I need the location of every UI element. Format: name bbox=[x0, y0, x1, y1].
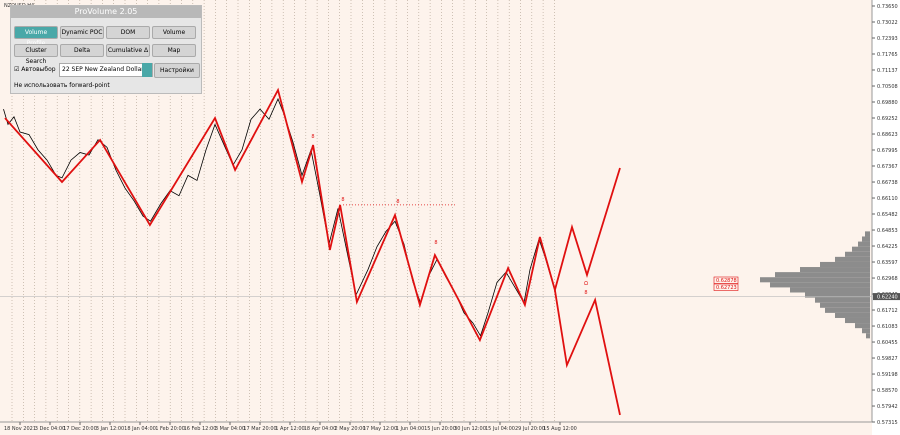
volume-bar bbox=[790, 287, 870, 293]
button[interactable]: Dynamic POC bbox=[60, 26, 104, 39]
select-arrow[interactable] bbox=[142, 63, 152, 77]
y-tick-label: 0.68623 bbox=[877, 132, 898, 138]
volume-bar bbox=[770, 282, 870, 288]
volume-bar bbox=[855, 323, 870, 329]
select[interactable]: 22 SEP New Zealand Dollar bbox=[59, 63, 153, 77]
x-tick-label: 3 Mar 04:00 bbox=[215, 426, 245, 432]
x-tick-label: 2 May 20:00 bbox=[334, 426, 365, 432]
y-tick-label: 0.59827 bbox=[877, 356, 898, 362]
y-tick-label: 0.69252 bbox=[877, 116, 898, 122]
provolume-panel: ProVolume 2.05 Volume Profile Dynamic PO… bbox=[10, 5, 202, 94]
y-tick-label: 0.67995 bbox=[877, 148, 898, 154]
x-tick-label: 1 Apr 12:00 bbox=[275, 426, 304, 432]
y-tick-label: 0.63597 bbox=[877, 260, 898, 266]
option-text: Не использовать forward-point bbox=[14, 82, 110, 89]
x-tick-label: 3 Jan 12:00 bbox=[96, 426, 124, 432]
y-tick-label: 0.73650 bbox=[877, 4, 898, 10]
button[interactable]: Cluster Search bbox=[14, 44, 58, 65]
volume-bar bbox=[845, 251, 870, 257]
x-tick-label: 16 Feb 12:00 bbox=[184, 426, 217, 432]
volume-bar bbox=[825, 307, 870, 313]
y-tick-label: 0.64225 bbox=[877, 244, 898, 250]
y-tick-label: 0.73022 bbox=[877, 20, 898, 26]
x-tick-label: 3 Dec 04:00 bbox=[35, 426, 65, 432]
y-tick-label: 0.72393 bbox=[877, 36, 898, 42]
button[interactable]: Volume Profile bbox=[14, 26, 58, 47]
annotation: 8 bbox=[341, 197, 344, 203]
x-tick-label: 30 Jun 12:00 bbox=[454, 426, 486, 432]
x-tick-label: 17 Dec 20:00 bbox=[63, 426, 97, 432]
button[interactable]: DOM bbox=[106, 26, 150, 39]
y-tick-label: 0.69880 bbox=[877, 100, 898, 106]
x-tick-label: 18 Nov 2021 bbox=[4, 426, 36, 432]
price-box bbox=[713, 276, 739, 284]
zigzag-line bbox=[554, 289, 621, 416]
volume-bar bbox=[865, 231, 870, 237]
volume-bar bbox=[845, 317, 870, 324]
volume-bar bbox=[852, 246, 870, 252]
price-box bbox=[713, 283, 739, 291]
volume-bar bbox=[820, 302, 870, 308]
y-tick-label: 0.64853 bbox=[877, 228, 898, 234]
annotation: Ω bbox=[584, 281, 588, 287]
checkbox-label: Автовыбор bbox=[21, 66, 56, 73]
volume-bar bbox=[820, 261, 870, 268]
volume-bar bbox=[760, 277, 870, 283]
annotation: 8 bbox=[311, 134, 314, 140]
x-tick-label: 17 May 12:00 bbox=[363, 426, 397, 432]
volume-bar bbox=[862, 328, 870, 334]
y-tick-label: 0.71137 bbox=[877, 68, 898, 74]
y-tick-label: 0.57315 bbox=[877, 420, 898, 426]
volume-bar bbox=[862, 236, 870, 242]
x-tick-label: 1 Feb 20:00 bbox=[155, 426, 185, 432]
x-tick-label: 15 Jun 20:00 bbox=[424, 426, 456, 432]
y-tick-label: 0.66110 bbox=[877, 196, 898, 202]
x-tick-label: 17 Mar 20:00 bbox=[243, 426, 276, 432]
volume-bar bbox=[835, 256, 870, 262]
volume-bar bbox=[775, 272, 870, 278]
y-tick-label: 0.62968 bbox=[877, 276, 898, 282]
volume-bar bbox=[800, 267, 870, 273]
button[interactable]: Настройки bbox=[154, 63, 200, 78]
y-tick-label: 0.70508 bbox=[877, 84, 898, 90]
y-tick-label: 0.66738 bbox=[877, 180, 898, 186]
y-tick-label: 0.60455 bbox=[877, 340, 898, 346]
annotation: 8 bbox=[396, 199, 399, 205]
y-tick-label: 0.67367 bbox=[877, 164, 898, 170]
button[interactable]: Map bbox=[152, 44, 196, 57]
volume-bar bbox=[858, 241, 870, 247]
axis-bg bbox=[872, 0, 900, 435]
y-tick-label: 0.61083 bbox=[877, 324, 898, 330]
y-tick-label: 0.65482 bbox=[877, 212, 898, 218]
checkbox[interactable]: ☑ Автовыбор bbox=[14, 66, 56, 73]
panel-title: ProVolume 2.05 bbox=[11, 6, 201, 18]
y-tick-label: 0.57942 bbox=[877, 404, 898, 410]
x-tick-label: 15 Aug 12:00 bbox=[543, 426, 577, 432]
y-tick-label: 0.61712 bbox=[877, 308, 898, 314]
y-tick-label: 0.71765 bbox=[877, 52, 898, 58]
price-box bbox=[873, 293, 900, 301]
volume-bar bbox=[866, 333, 870, 339]
y-tick-label: 0.58570 bbox=[877, 388, 898, 394]
volume-bar bbox=[815, 297, 870, 303]
button[interactable]: Volume bbox=[152, 26, 196, 39]
volume-bar bbox=[805, 292, 870, 298]
annotation: 8 bbox=[584, 290, 587, 296]
x-tick-label: 15 Jul 04:00 bbox=[485, 426, 515, 432]
x-tick-label: 18 Jan 04:00 bbox=[124, 426, 156, 432]
button[interactable]: Cumulative Δ bbox=[106, 44, 150, 57]
volume-bar bbox=[835, 312, 870, 318]
price-box-label: 0.62878 bbox=[716, 278, 737, 284]
x-tick-label: 18 Apr 04:00 bbox=[304, 426, 337, 432]
zigzag-line bbox=[4, 87, 621, 343]
x-tick-label: 1 Jun 04:00 bbox=[396, 426, 425, 432]
button[interactable]: Delta bbox=[60, 44, 104, 57]
annotation: 8 bbox=[434, 240, 437, 246]
price-box-label: 0.62723 bbox=[716, 285, 737, 291]
x-tick-label: 29 Jul 20:00 bbox=[515, 426, 545, 432]
y-tick-label: 0.59198 bbox=[877, 372, 898, 378]
price-label: 0.62240 bbox=[877, 295, 898, 301]
